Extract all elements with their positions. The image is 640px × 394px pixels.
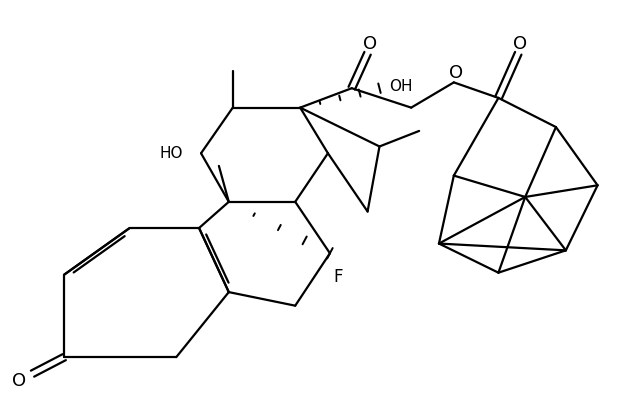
Text: HO: HO: [159, 146, 183, 161]
Text: O: O: [362, 35, 376, 52]
Text: O: O: [12, 372, 26, 390]
Text: OH: OH: [390, 79, 413, 94]
Text: O: O: [449, 64, 463, 82]
Text: O: O: [513, 35, 527, 52]
Text: F: F: [333, 268, 342, 286]
